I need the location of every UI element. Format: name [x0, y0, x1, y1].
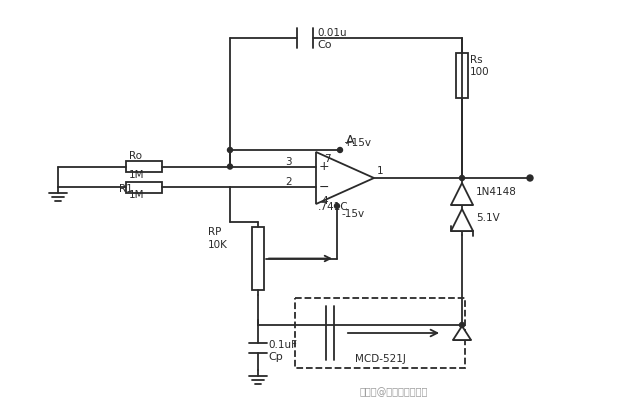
Bar	[295, 298, 465, 368]
Text: -15v: -15v	[341, 209, 364, 219]
Text: Ro: Ro	[129, 150, 142, 160]
Bar	[126, 161, 162, 172]
Text: 0.1uF: 0.1uF	[268, 340, 297, 350]
Text: 5.1V: 5.1V	[476, 213, 500, 223]
Polygon shape	[451, 183, 473, 205]
Circle shape	[460, 176, 465, 180]
Text: Co: Co	[317, 40, 332, 50]
Text: 3: 3	[285, 156, 292, 166]
Text: +15v: +15v	[344, 138, 372, 148]
Text: 4: 4	[321, 196, 328, 206]
Text: 0.01u: 0.01u	[317, 28, 347, 38]
Circle shape	[335, 203, 339, 209]
Text: R1: R1	[119, 184, 132, 194]
Text: RP: RP	[208, 227, 221, 237]
Text: Rs: Rs	[470, 55, 483, 65]
Circle shape	[337, 148, 342, 152]
Circle shape	[527, 175, 533, 181]
Text: 2: 2	[285, 178, 292, 188]
Text: 搜狐号@单片机大方老师: 搜狐号@单片机大方老师	[360, 387, 428, 397]
Text: .741C: .741C	[317, 202, 348, 212]
Text: 7: 7	[324, 154, 331, 164]
Text: +: +	[319, 160, 330, 173]
Polygon shape	[451, 209, 473, 231]
Bar	[126, 182, 162, 193]
Circle shape	[460, 322, 465, 328]
Text: 100: 100	[470, 67, 490, 77]
Bar	[456, 53, 468, 98]
Text: 10K: 10K	[208, 240, 228, 250]
Circle shape	[227, 164, 232, 169]
Polygon shape	[316, 152, 374, 204]
Text: 1: 1	[377, 166, 383, 176]
Text: 1M: 1M	[129, 170, 145, 180]
Text: Cp: Cp	[268, 352, 283, 363]
Text: A: A	[346, 134, 355, 147]
Circle shape	[227, 148, 232, 152]
Text: 1M: 1M	[129, 190, 145, 200]
Polygon shape	[453, 326, 471, 340]
Text: 1N4148: 1N4148	[476, 187, 517, 197]
Bar	[252, 227, 264, 290]
Text: MCD-521J: MCD-521J	[355, 354, 405, 364]
Text: −: −	[319, 181, 329, 194]
